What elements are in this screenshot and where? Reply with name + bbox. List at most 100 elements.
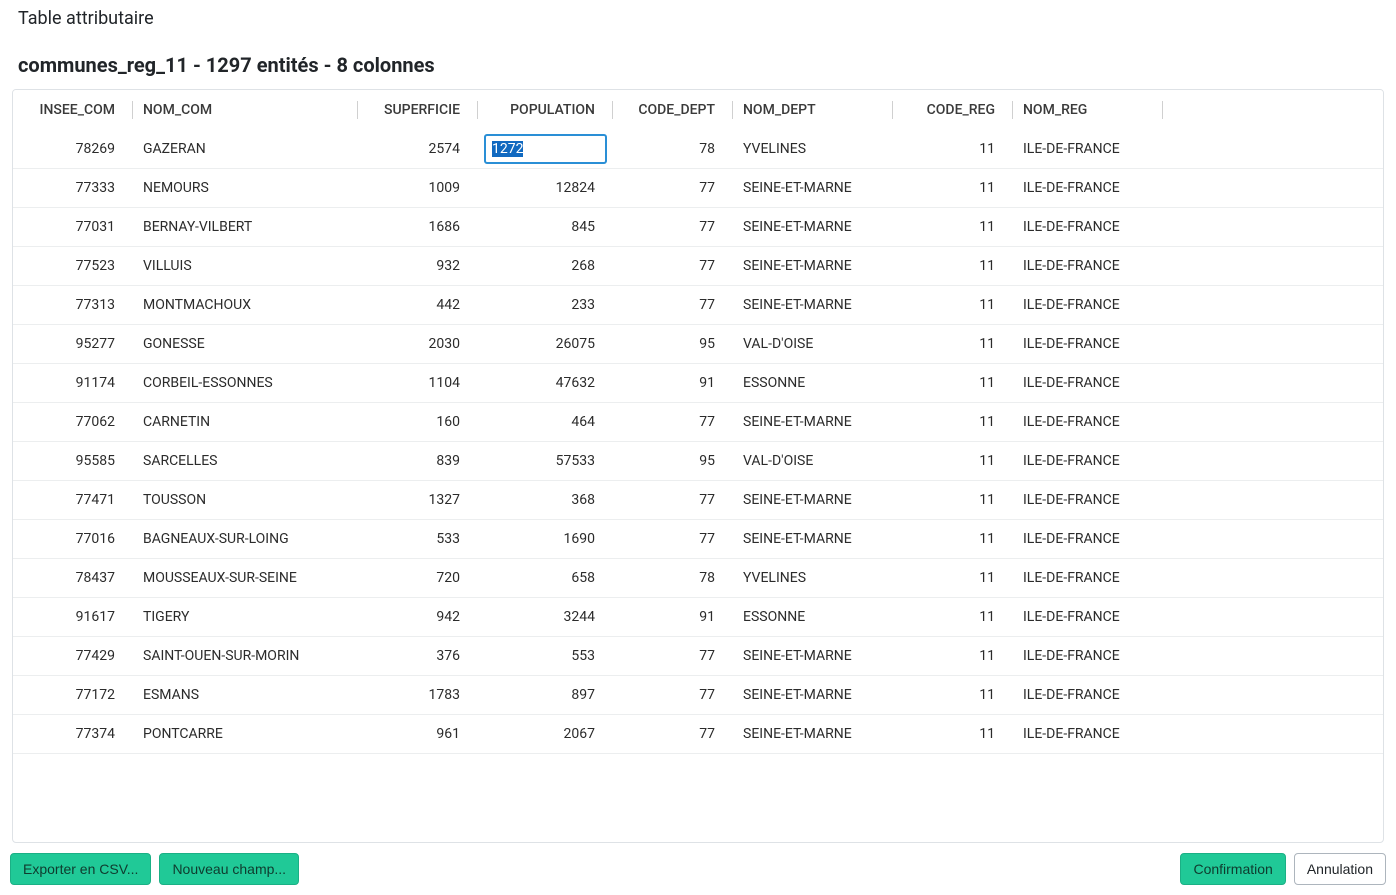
cell-nom_com[interactable]: PONTCARRE bbox=[133, 715, 358, 754]
cell-nom_com[interactable]: MONTMACHOUX bbox=[133, 286, 358, 325]
column-header-nom_reg[interactable]: NOM_REG bbox=[1013, 90, 1163, 130]
column-header-nom_dept[interactable]: NOM_DEPT bbox=[733, 90, 893, 130]
table-row[interactable]: 91174CORBEIL-ESSONNES11044763291ESSONNE1… bbox=[13, 364, 1383, 403]
cell-insee_com[interactable]: 77523 bbox=[13, 247, 133, 286]
cell-nom_reg[interactable]: ILE-DE-FRANCE bbox=[1013, 598, 1163, 637]
cell-nom_reg[interactable]: ILE-DE-FRANCE bbox=[1013, 208, 1163, 247]
cell-code_dept[interactable]: 77 bbox=[613, 481, 733, 520]
cell-population[interactable]: 26075 bbox=[478, 325, 613, 364]
cell-population[interactable]: 368 bbox=[478, 481, 613, 520]
cell-code_dept[interactable]: 77 bbox=[613, 520, 733, 559]
cell-nom_com[interactable]: MOUSSEAUX-SUR-SEINE bbox=[133, 559, 358, 598]
cell-nom_reg[interactable]: ILE-DE-FRANCE bbox=[1013, 169, 1163, 208]
cell-code_dept[interactable]: 77 bbox=[613, 676, 733, 715]
cell-superficie[interactable]: 720 bbox=[358, 559, 478, 598]
table-row[interactable]: 95585SARCELLES8395753395VAL-D'OISE11ILE-… bbox=[13, 442, 1383, 481]
table-row[interactable]: 77062CARNETIN16046477SEINE-ET-MARNE11ILE… bbox=[13, 403, 1383, 442]
cell-superficie[interactable]: 2030 bbox=[358, 325, 478, 364]
cell-superficie[interactable]: 160 bbox=[358, 403, 478, 442]
cell-code_dept[interactable]: 77 bbox=[613, 637, 733, 676]
cell-superficie[interactable]: 942 bbox=[358, 598, 478, 637]
cell-code_dept[interactable]: 77 bbox=[613, 208, 733, 247]
table-row[interactable]: 77313MONTMACHOUX44223377SEINE-ET-MARNE11… bbox=[13, 286, 1383, 325]
cell-insee_com[interactable]: 77062 bbox=[13, 403, 133, 442]
table-row[interactable]: 91617TIGERY942324491ESSONNE11ILE-DE-FRAN… bbox=[13, 598, 1383, 637]
cell-code_dept[interactable]: 77 bbox=[613, 286, 733, 325]
cell-insee_com[interactable]: 77313 bbox=[13, 286, 133, 325]
cell-nom_com[interactable]: VILLUIS bbox=[133, 247, 358, 286]
cell-insee_com[interactable]: 77429 bbox=[13, 637, 133, 676]
cell-superficie[interactable]: 2574 bbox=[358, 130, 478, 169]
cell-nom_reg[interactable]: ILE-DE-FRANCE bbox=[1013, 442, 1163, 481]
cell-insee_com[interactable]: 78437 bbox=[13, 559, 133, 598]
table-row[interactable]: 78437MOUSSEAUX-SUR-SEINE72065878YVELINES… bbox=[13, 559, 1383, 598]
column-header-nom_com[interactable]: NOM_COM bbox=[133, 90, 358, 130]
cell-superficie[interactable]: 1783 bbox=[358, 676, 478, 715]
table-scroll[interactable]: INSEE_COMNOM_COMSUPERFICIEPOPULATIONCODE… bbox=[13, 90, 1383, 842]
table-row[interactable]: 77031BERNAY-VILBERT168684577SEINE-ET-MAR… bbox=[13, 208, 1383, 247]
column-header-population[interactable]: POPULATION bbox=[478, 90, 613, 130]
new-field-button[interactable]: Nouveau champ... bbox=[159, 853, 299, 885]
cell-insee_com[interactable]: 91617 bbox=[13, 598, 133, 637]
table-row[interactable]: 77523VILLUIS93226877SEINE-ET-MARNE11ILE-… bbox=[13, 247, 1383, 286]
cell-code_reg[interactable]: 11 bbox=[893, 442, 1013, 481]
table-row[interactable]: 77333NEMOURS10091282477SEINE-ET-MARNE11I… bbox=[13, 169, 1383, 208]
cell-population[interactable]: 658 bbox=[478, 559, 613, 598]
table-row[interactable]: 77172ESMANS178389777SEINE-ET-MARNE11ILE-… bbox=[13, 676, 1383, 715]
cell-superficie[interactable]: 1009 bbox=[358, 169, 478, 208]
cell-nom_dept[interactable]: SEINE-ET-MARNE bbox=[733, 208, 893, 247]
cell-nom_dept[interactable]: YVELINES bbox=[733, 559, 893, 598]
cell-code_dept[interactable]: 91 bbox=[613, 598, 733, 637]
cell-nom_com[interactable]: GAZERAN bbox=[133, 130, 358, 169]
cancel-button[interactable]: Annulation bbox=[1294, 853, 1386, 885]
cell-insee_com[interactable]: 77374 bbox=[13, 715, 133, 754]
cell-code_reg[interactable]: 11 bbox=[893, 208, 1013, 247]
cell-population[interactable]: 233 bbox=[478, 286, 613, 325]
cell-code_dept[interactable]: 95 bbox=[613, 442, 733, 481]
cell-insee_com[interactable]: 77333 bbox=[13, 169, 133, 208]
cell-population[interactable]: 268 bbox=[478, 247, 613, 286]
cell-nom_com[interactable]: TIGERY bbox=[133, 598, 358, 637]
cell-nom_reg[interactable]: ILE-DE-FRANCE bbox=[1013, 520, 1163, 559]
cell-code_dept[interactable]: 77 bbox=[613, 715, 733, 754]
cell-code_dept[interactable]: 78 bbox=[613, 559, 733, 598]
cell-code_reg[interactable]: 11 bbox=[893, 247, 1013, 286]
cell-code_reg[interactable]: 11 bbox=[893, 715, 1013, 754]
cell-superficie[interactable]: 932 bbox=[358, 247, 478, 286]
column-header-insee_com[interactable]: INSEE_COM bbox=[13, 90, 133, 130]
cell-code_reg[interactable]: 11 bbox=[893, 559, 1013, 598]
cell-nom_dept[interactable]: SEINE-ET-MARNE bbox=[733, 169, 893, 208]
cell-nom_reg[interactable]: ILE-DE-FRANCE bbox=[1013, 403, 1163, 442]
cell-nom_reg[interactable]: ILE-DE-FRANCE bbox=[1013, 247, 1163, 286]
cell-nom_reg[interactable]: ILE-DE-FRANCE bbox=[1013, 676, 1163, 715]
cell-nom_com[interactable]: SARCELLES bbox=[133, 442, 358, 481]
cell-code_reg[interactable]: 11 bbox=[893, 520, 1013, 559]
cell-edit-input[interactable] bbox=[484, 134, 607, 164]
cell-code_dept[interactable]: 78 bbox=[613, 130, 733, 169]
cell-nom_dept[interactable]: SEINE-ET-MARNE bbox=[733, 247, 893, 286]
cell-insee_com[interactable]: 95585 bbox=[13, 442, 133, 481]
cell-code_dept[interactable]: 91 bbox=[613, 364, 733, 403]
cell-nom_com[interactable]: NEMOURS bbox=[133, 169, 358, 208]
cell-superficie[interactable]: 533 bbox=[358, 520, 478, 559]
cell-population[interactable]: 553 bbox=[478, 637, 613, 676]
cell-code_reg[interactable]: 11 bbox=[893, 286, 1013, 325]
cell-code_reg[interactable]: 11 bbox=[893, 364, 1013, 403]
cell-nom_com[interactable]: BERNAY-VILBERT bbox=[133, 208, 358, 247]
cell-nom_com[interactable]: GONESSE bbox=[133, 325, 358, 364]
cell-population[interactable]: 845 bbox=[478, 208, 613, 247]
cell-population[interactable] bbox=[478, 130, 613, 169]
table-row[interactable]: 95277GONESSE20302607595VAL-D'OISE11ILE-D… bbox=[13, 325, 1383, 364]
cell-code_dept[interactable]: 95 bbox=[613, 325, 733, 364]
confirm-button[interactable]: Confirmation bbox=[1180, 853, 1285, 885]
cell-nom_com[interactable]: SAINT-OUEN-SUR-MORIN bbox=[133, 637, 358, 676]
cell-code_reg[interactable]: 11 bbox=[893, 169, 1013, 208]
cell-superficie[interactable]: 442 bbox=[358, 286, 478, 325]
cell-nom_reg[interactable]: ILE-DE-FRANCE bbox=[1013, 559, 1163, 598]
table-row[interactable]: 77374PONTCARRE961206777SEINE-ET-MARNE11I… bbox=[13, 715, 1383, 754]
cell-nom_dept[interactable]: ESSONNE bbox=[733, 364, 893, 403]
cell-insee_com[interactable]: 77471 bbox=[13, 481, 133, 520]
cell-superficie[interactable]: 961 bbox=[358, 715, 478, 754]
cell-superficie[interactable]: 1104 bbox=[358, 364, 478, 403]
cell-population[interactable]: 12824 bbox=[478, 169, 613, 208]
